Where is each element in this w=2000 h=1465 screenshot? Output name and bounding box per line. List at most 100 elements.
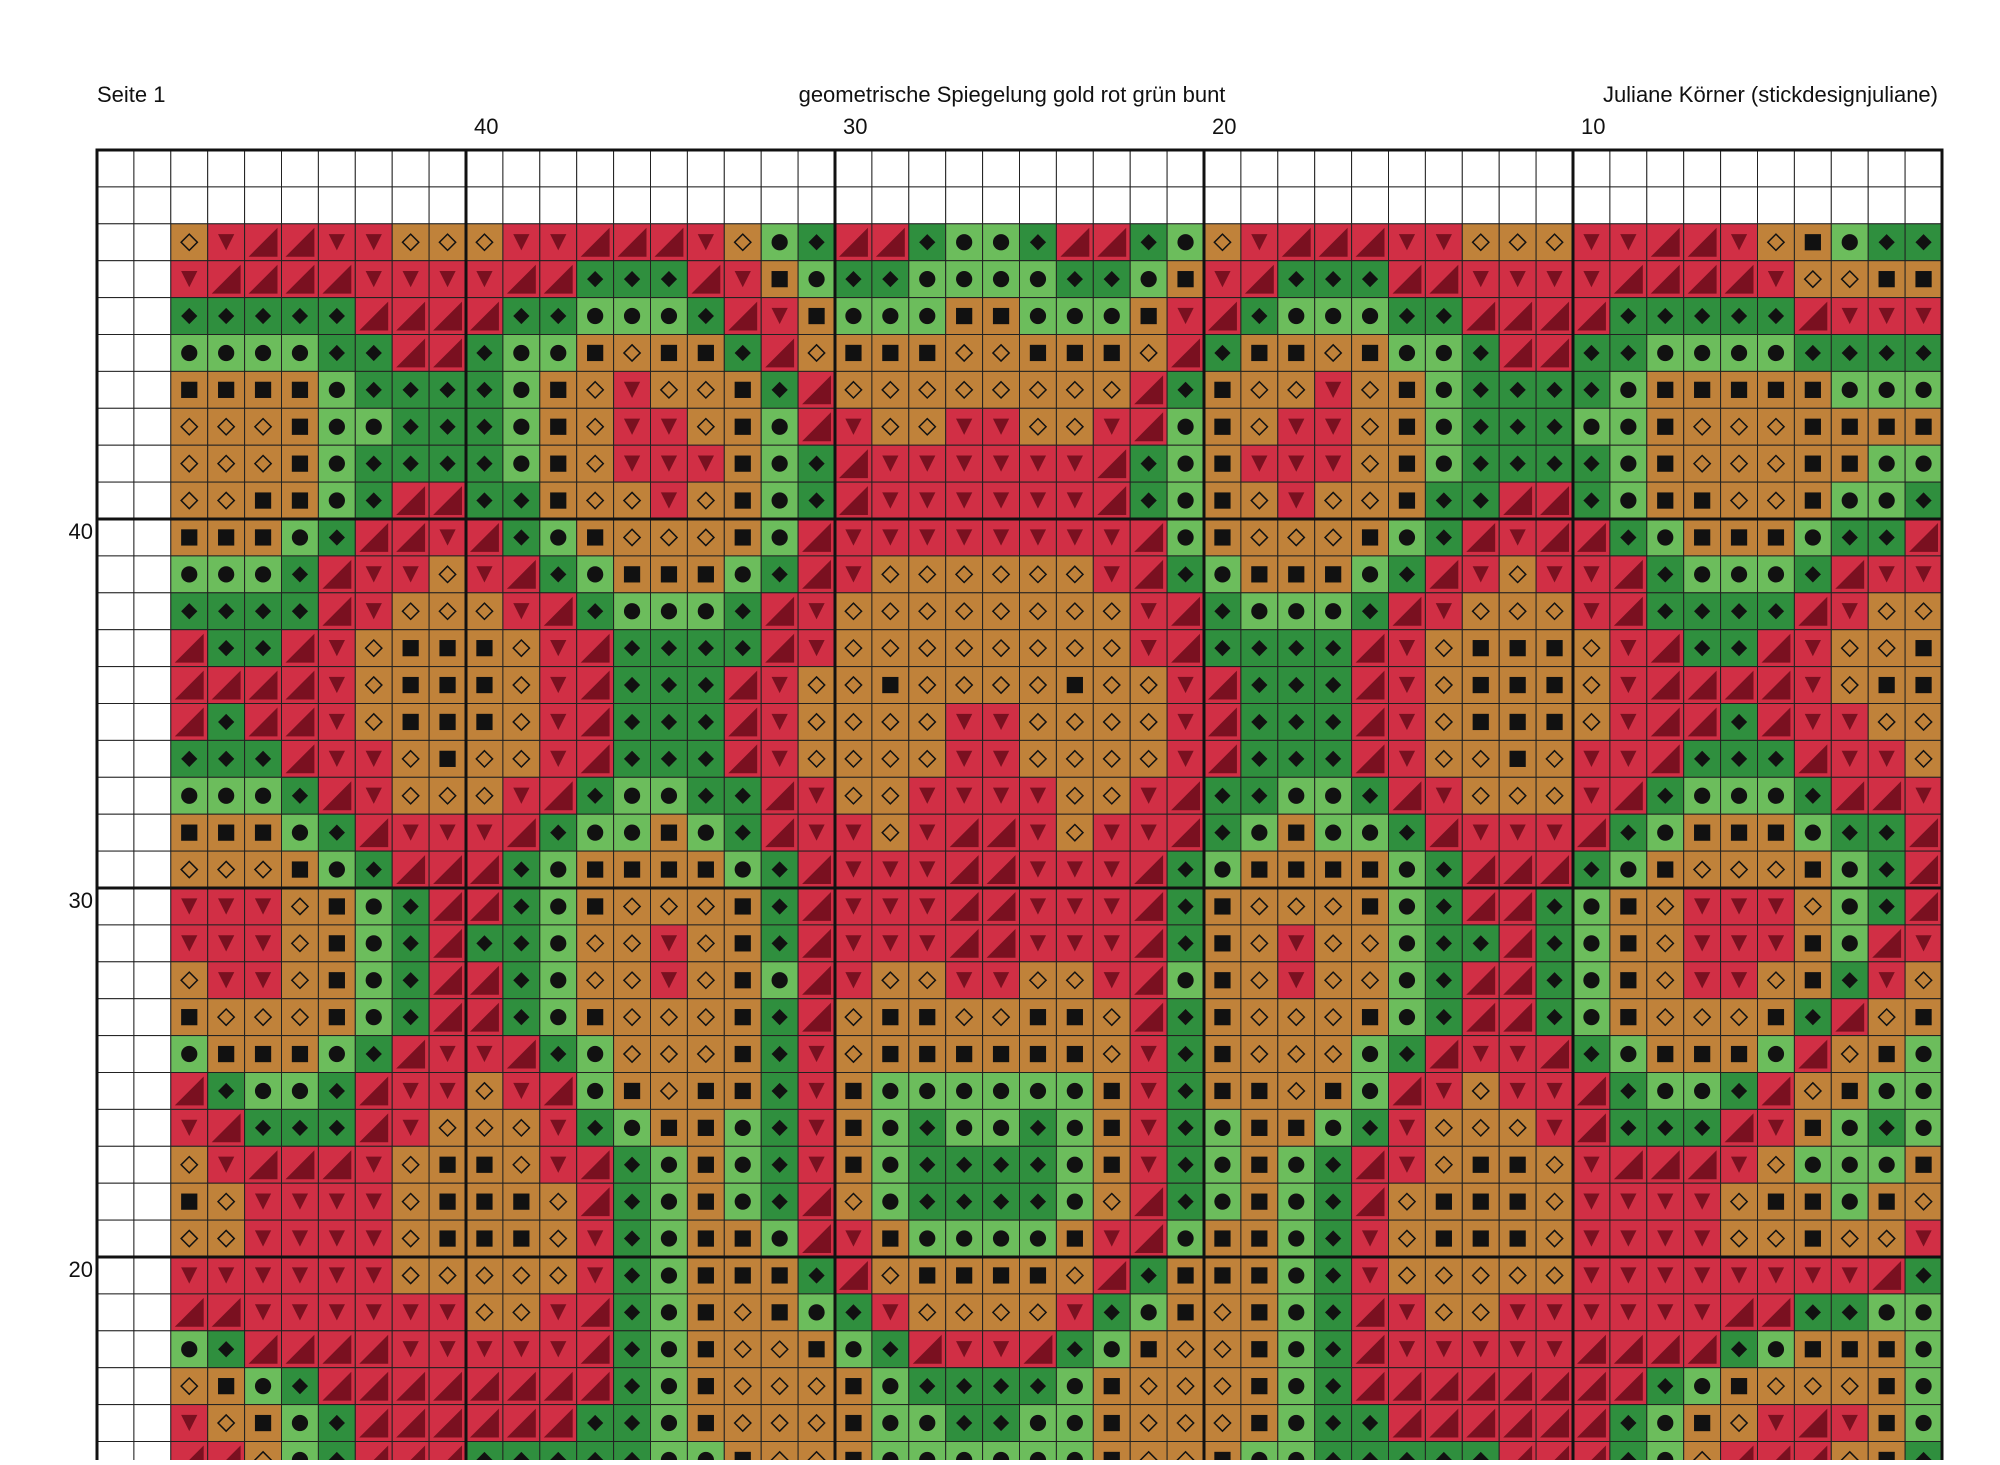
stitch-cell [133, 260, 172, 299]
stitch-symbol [1176, 1340, 1195, 1359]
stitch-symbol [1361, 1230, 1379, 1247]
stitch-symbol [1730, 898, 1748, 915]
stitch-cell [1240, 370, 1279, 409]
stitch-cell [133, 223, 172, 262]
stitch-symbol [734, 455, 751, 472]
stitch-cell [1314, 850, 1353, 889]
stitch-symbol [1878, 1451, 1895, 1465]
stitch-cell [1203, 186, 1242, 225]
stitch-symbol [1102, 749, 1121, 769]
stitch-symbol [844, 380, 863, 400]
stitch-symbol [1361, 271, 1379, 288]
stitch-cell [1092, 1182, 1131, 1221]
stitch-symbol [1620, 1009, 1637, 1026]
stitch-symbol [291, 1119, 309, 1136]
stitch-symbol [845, 935, 862, 952]
stitch-symbol [1509, 1082, 1526, 1100]
stitch-symbol [1434, 1266, 1454, 1285]
stitch-symbol [253, 1007, 273, 1027]
stitch-symbol [808, 787, 825, 804]
stitch-cell [1092, 739, 1131, 778]
stitch-symbol [1878, 307, 1895, 325]
stitch-symbol [365, 1045, 382, 1063]
stitch-symbol [1177, 529, 1194, 546]
stitch-symbol [1509, 1341, 1526, 1358]
stitch-symbol [1140, 1045, 1157, 1063]
stitch-symbol [1066, 1304, 1083, 1321]
stitch-symbol [1471, 786, 1490, 805]
stitch-symbol [734, 271, 751, 288]
stitch-symbol [1361, 861, 1379, 878]
stitch-symbol [328, 418, 345, 435]
stitch-symbol [513, 529, 530, 546]
stitch-symbol [660, 750, 678, 767]
stitch-symbol [1065, 638, 1085, 658]
stitch-symbol [1325, 861, 1342, 878]
stitch-symbol [1840, 638, 1859, 658]
stitch-cell [1019, 629, 1057, 668]
stitch-symbol [1804, 935, 1821, 952]
stitch-symbol [1361, 529, 1379, 546]
stitch-cell [428, 1256, 467, 1295]
stitch-symbol [1250, 971, 1269, 990]
stitch-symbol [549, 1266, 568, 1285]
stitch-symbol [1214, 529, 1231, 546]
stitch-symbol [328, 234, 345, 251]
stitch-symbol [1724, 264, 1754, 294]
stitch-symbol [1508, 1266, 1527, 1285]
stitch-symbol [290, 934, 310, 953]
stitch-cell [650, 1072, 688, 1110]
stitch-symbol [218, 344, 235, 362]
stitch-symbol [328, 750, 345, 767]
stitch-symbol [476, 566, 493, 583]
stitch-symbol [587, 1230, 604, 1247]
row-label: 30 [69, 888, 93, 913]
stitch-symbol [622, 1007, 642, 1027]
stitch-cell [1757, 481, 1795, 520]
stitch-symbol [1878, 455, 1895, 472]
stitch-symbol [660, 824, 678, 841]
stitch-symbol [1583, 787, 1600, 804]
stitch-symbol [550, 234, 567, 251]
stitch-symbol [439, 713, 456, 731]
stitch-symbol [696, 380, 716, 400]
stitch-symbol [1323, 528, 1343, 547]
stitch-symbol [956, 1230, 973, 1247]
stitch-symbol [697, 1378, 714, 1395]
stitch-symbol [1360, 380, 1380, 400]
stitch-symbol [845, 1414, 862, 1432]
stitch-cell [982, 1293, 1020, 1332]
stitch-symbol [328, 1119, 345, 1136]
stitch-cell [1461, 186, 1500, 225]
stitch-symbol [734, 824, 751, 841]
stitch-symbol [734, 603, 751, 620]
stitch-symbol [1392, 264, 1422, 294]
stitch-symbol [918, 638, 937, 658]
stitch-symbol [1620, 1082, 1637, 1100]
stitch-cell [1609, 186, 1648, 225]
stitch-symbol [513, 418, 530, 435]
stitch-symbol [550, 750, 567, 767]
stitch-symbol [285, 227, 315, 257]
stitch-symbol [956, 529, 973, 546]
stitch-cell [1757, 186, 1795, 225]
stitch-symbol [433, 486, 462, 515]
stitch-symbol [1657, 1378, 1674, 1395]
stitch-symbol [550, 455, 567, 472]
stitch-symbol [1251, 455, 1268, 472]
stitch-cell [1203, 1367, 1242, 1406]
stitch-cell [1867, 703, 1906, 741]
stitch-symbol [807, 675, 826, 695]
stitch-symbol [1066, 1230, 1083, 1247]
stitch-symbol [1767, 1009, 1785, 1026]
stitch-symbol [1730, 1341, 1748, 1358]
stitch-symbol [1471, 1303, 1490, 1322]
stitch-symbol [1134, 523, 1164, 552]
stitch-symbol [919, 307, 936, 325]
stitch-symbol [1361, 1082, 1379, 1100]
stitch-symbol [1841, 972, 1858, 989]
stitch-symbol [697, 824, 714, 841]
stitch-cell [1535, 1145, 1574, 1184]
stitch-symbol [1177, 1082, 1194, 1100]
